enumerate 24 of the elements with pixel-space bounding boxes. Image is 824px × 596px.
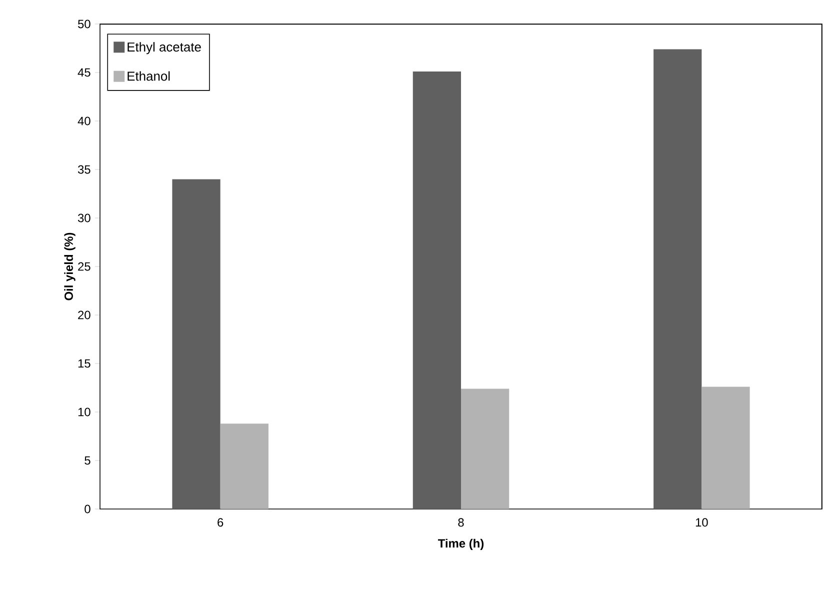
y-tick-label: 35 <box>78 165 90 174</box>
y-tick-label: 10 <box>78 408 90 416</box>
bar <box>412 72 462 509</box>
y-axis-title: Oil yield (%) <box>64 232 76 300</box>
x-tick-label: 8 <box>458 518 464 527</box>
y-tick-label: 50 <box>78 20 90 28</box>
bar <box>654 49 702 509</box>
bar <box>702 386 750 509</box>
y-tick-label: 5 <box>84 456 90 465</box>
y-tick-label: 20 <box>78 310 90 320</box>
x-tick-label: 10 <box>696 518 708 527</box>
bar <box>461 388 510 509</box>
bar <box>220 424 268 509</box>
legend-label: Ethyl acetate <box>128 42 201 54</box>
y-tick-label: 45 <box>78 68 90 77</box>
y-tick-label: 40 <box>78 116 90 126</box>
y-tick-label: 15 <box>78 359 90 368</box>
y-tick-label: 30 <box>78 214 90 222</box>
legend-label: Ethanol <box>128 71 170 81</box>
x-axis-title: Time (h) <box>438 538 484 550</box>
y-tick-label: 0 <box>84 504 90 514</box>
y-tick-label: 25 <box>78 262 90 271</box>
x-tick-label: 6 <box>218 518 224 527</box>
bar <box>172 179 220 509</box>
